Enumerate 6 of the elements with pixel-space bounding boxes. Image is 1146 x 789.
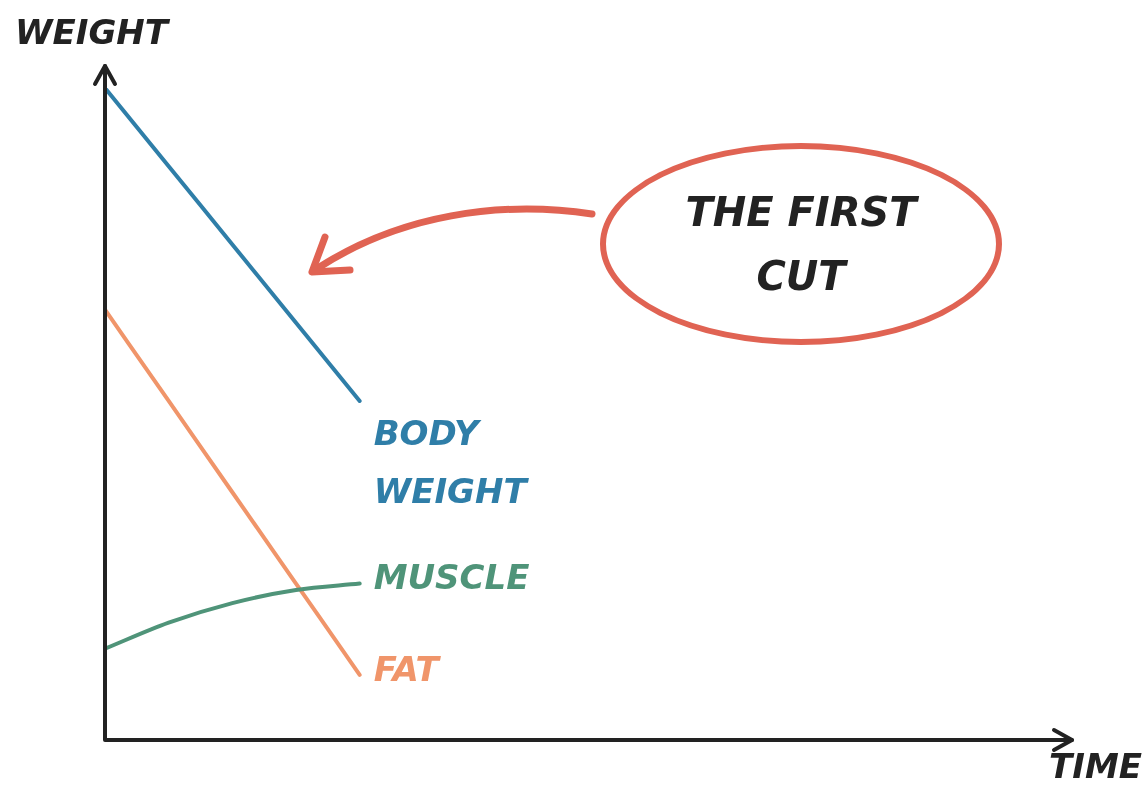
series-label: MUSCLE: [373, 557, 530, 598]
x-axis-title: TIME: [1049, 745, 1142, 786]
series-label: FAT: [373, 648, 442, 689]
y-axis-title: WEIGHT: [15, 11, 171, 52]
series-label: BODY WEIGHT: [373, 412, 530, 511]
annotation: THE FIRST CUT: [684, 188, 920, 301]
